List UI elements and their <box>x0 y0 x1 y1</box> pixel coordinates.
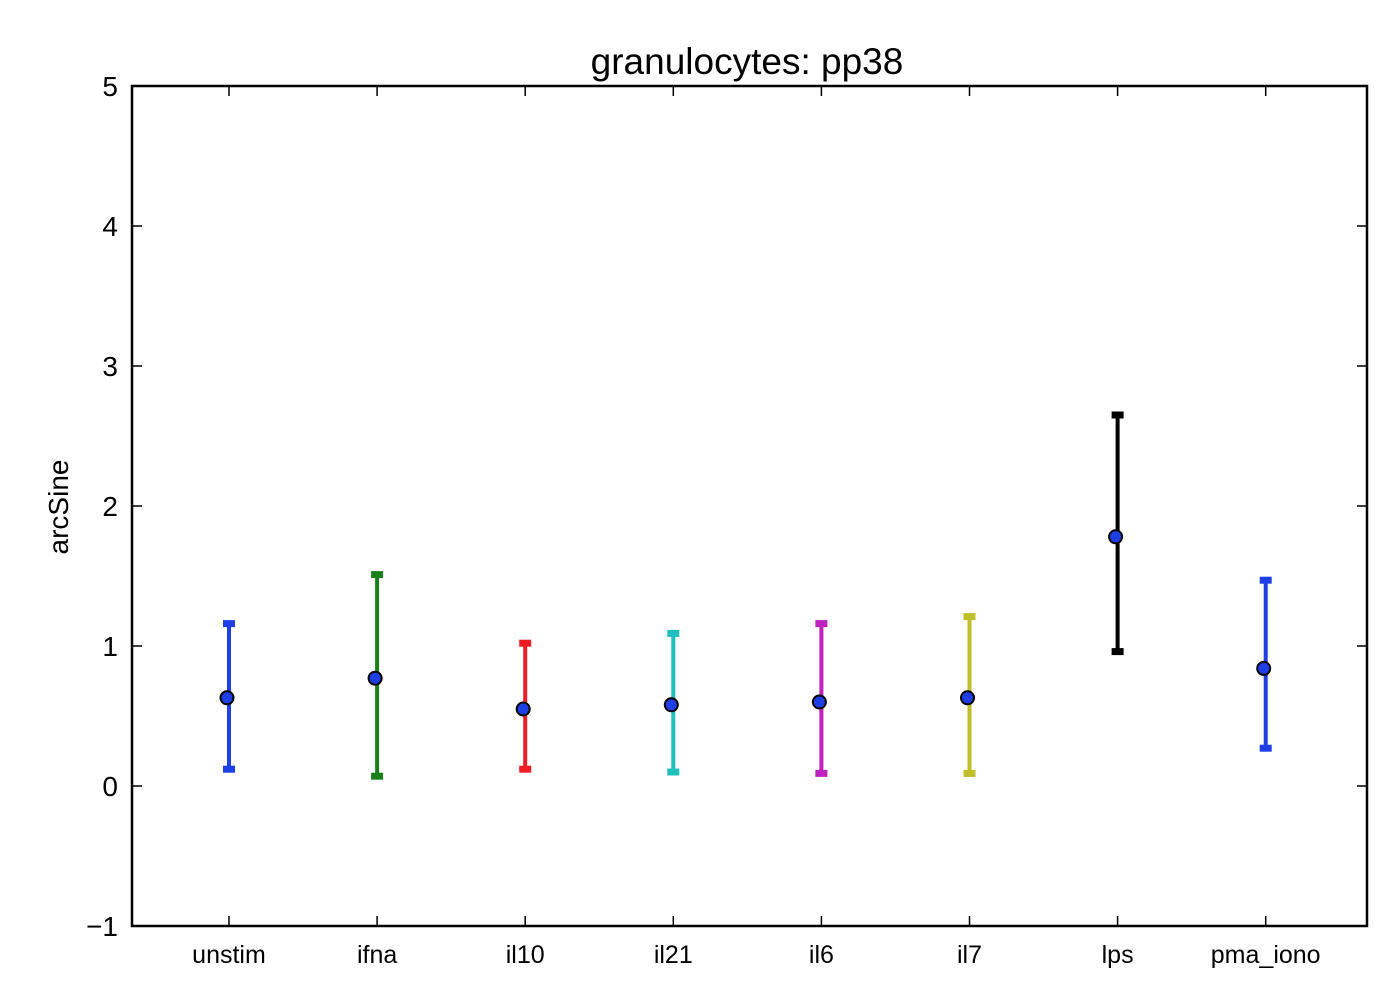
mean-marker-ifna <box>367 670 383 686</box>
x-tick-label: il10 <box>506 941 545 969</box>
x-tick-label: lps <box>1102 941 1134 969</box>
y-tick-label: 4 <box>102 211 118 242</box>
x-tick-label: pma_iono <box>1211 941 1321 969</box>
mean-marker-il10 <box>515 701 531 717</box>
plot-frame <box>130 84 1369 928</box>
mean-marker-unstim <box>219 690 235 706</box>
mean-marker-il6 <box>811 694 827 710</box>
x-axis-ticks: unstim ifna il10 il21 il6 il7 lps pma_iono <box>192 86 1321 969</box>
mean-markers <box>219 529 1272 717</box>
y-tick-label: 0 <box>102 771 118 802</box>
x-tick-label: ifna <box>357 941 397 969</box>
chart-title: granulocytes: pp38 <box>591 41 904 82</box>
mean-marker-il21 <box>663 697 679 713</box>
y-axis-label: arcSine <box>43 460 74 555</box>
y-tick-label: 3 <box>102 351 118 382</box>
mean-marker-pma_iono <box>1256 660 1272 676</box>
x-tick-label: unstim <box>192 941 266 969</box>
mean-marker-il7 <box>960 690 975 706</box>
x-tick-label: il7 <box>957 941 982 969</box>
y-tick-label: −1 <box>86 911 118 942</box>
x-tick-label: il6 <box>809 941 834 969</box>
y-tick-label: 1 <box>102 631 118 662</box>
y-tick-label: 2 <box>102 491 118 522</box>
error-bars <box>223 411 1272 780</box>
y-axis-ticks: −1 0 1 2 3 4 5 <box>86 71 1367 942</box>
mean-marker-lps <box>1108 529 1124 545</box>
y-tick-label: 5 <box>102 71 118 102</box>
x-tick-label: il21 <box>654 941 693 969</box>
